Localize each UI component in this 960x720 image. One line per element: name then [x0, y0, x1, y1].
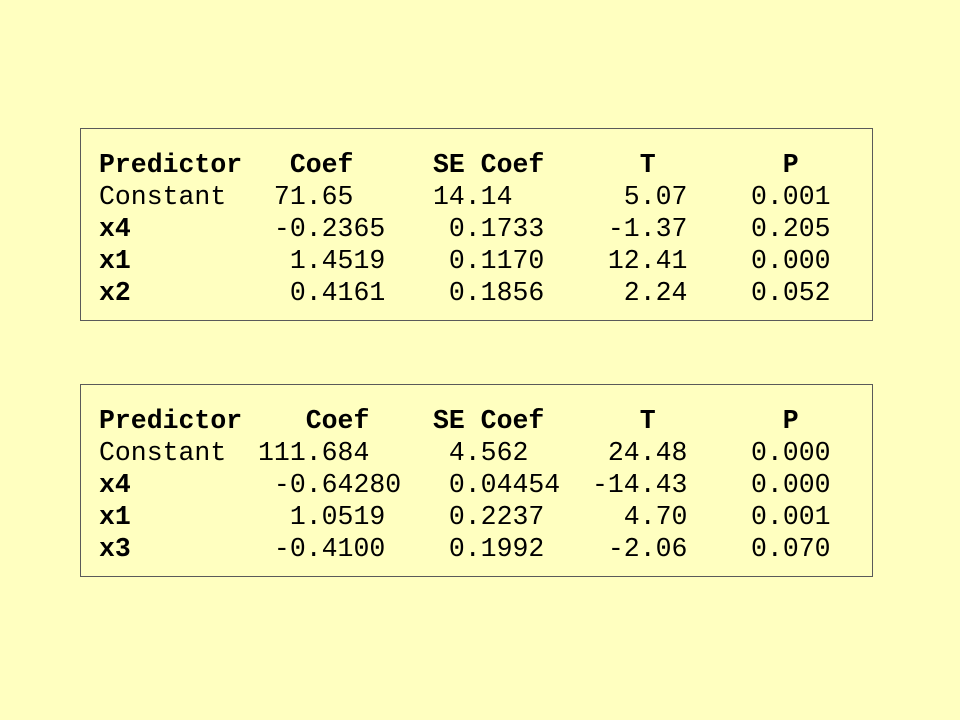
coefficient-values: 1.0519 0.2237 4.70 0.001: [130, 502, 831, 532]
coefficient-table: Predictor Coef SE Coef T P Constant 111.6…: [99, 405, 831, 565]
table-row-x2: x2 0.4161 0.1856 2.24 0.052: [99, 277, 831, 309]
predictor-name: x4: [99, 470, 131, 500]
coefficient-values: -0.2365 0.1733 -1.37 0.205: [130, 214, 831, 244]
coefficient-values: 1.4519 0.1170 12.41 0.000: [130, 246, 831, 276]
predictor-name: x1: [99, 246, 131, 276]
table-row-constant: Constant 71.65 14.14 5.07 0.001: [99, 182, 831, 212]
coefficient-values: -0.64280 0.04454 -14.43 0.000: [130, 470, 831, 500]
table-row-x3: x3 -0.4100 0.1992 -2.06 0.070: [99, 533, 831, 565]
table-row-x1: x1 1.0519 0.2237 4.70 0.001: [99, 501, 831, 533]
table-row-constant: Constant 111.684 4.562 24.48 0.000: [99, 438, 831, 468]
predictor-name: x4: [99, 214, 131, 244]
coefficient-values: -0.4100 0.1992 -2.06 0.070: [130, 534, 831, 564]
table-row-x4: x4 -0.2365 0.1733 -1.37 0.205: [99, 213, 831, 245]
table-row-x4: x4 -0.64280 0.04454 -14.43 0.000: [99, 469, 831, 501]
predictor-name: x1: [99, 502, 131, 532]
predictor-name: x2: [99, 278, 131, 308]
table-header: Predictor Coef SE Coef T P: [99, 406, 799, 436]
regression-table-1: Predictor Coef SE Coef T P Constant 71.65…: [80, 128, 873, 321]
coefficient-values: 0.4161 0.1856 2.24 0.052: [130, 278, 831, 308]
predictor-name: x3: [99, 534, 131, 564]
regression-table-2: Predictor Coef SE Coef T P Constant 111.6…: [80, 384, 873, 577]
table-header: Predictor Coef SE Coef T P: [99, 150, 799, 180]
coefficient-table: Predictor Coef SE Coef T P Constant 71.65…: [99, 149, 831, 309]
table-row-x1: x1 1.4519 0.1170 12.41 0.000: [99, 245, 831, 277]
